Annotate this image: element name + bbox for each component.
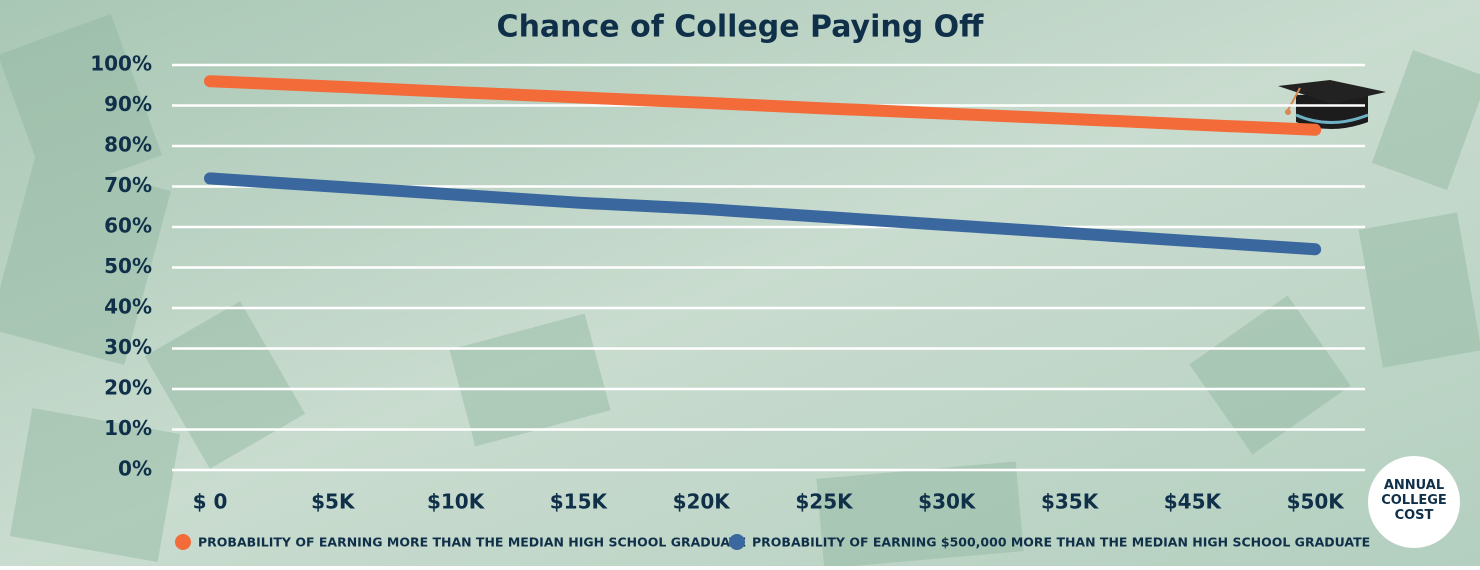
y-tick-label: 80% [104,133,152,157]
x-label-badge [1368,456,1460,548]
x-tick-label: $15K [550,490,609,514]
x-tick-label: $10K [427,490,486,514]
legend-swatch [175,534,191,550]
x-tick-label: $45K [1164,490,1223,514]
y-tick-label: 90% [104,92,152,116]
y-tick-label: 40% [104,295,152,319]
y-tick-label: 10% [104,416,152,440]
x-tick-label: $ 0 [193,490,228,514]
x-tick-label: $35K [1041,490,1100,514]
legend-swatch [729,534,745,550]
x-tick-label: $20K [673,490,732,514]
graduation-cap [1278,80,1386,129]
series-line [204,75,1322,136]
y-tick-label: 100% [90,52,152,76]
x-tick-label: $50K [1287,490,1346,514]
legend-label: PROBABILITY OF EARNING MORE THAN THE MED… [198,535,746,550]
plot: 0% 10% 20% 30% 40% 50% 60% 70% 80% 90% 100% $ 0 $5K $… [90,52,1370,550]
decoration [0,14,1480,569]
chart-title: Chance of College Paying Off [497,10,985,45]
series-line [204,172,1322,256]
y-tick-label: 50% [104,254,152,278]
y-tick-label: 70% [104,173,152,197]
x-axis-label-box: ANNUAL COLLEGE COST [1381,478,1447,523]
y-tick-label: 60% [104,214,152,238]
x-tick-label: $25K [795,490,854,514]
y-tick-label: 30% [104,335,152,359]
x-tick-label: $30K [918,490,977,514]
legend-label: PROBABILITY OF EARNING $500,000 MORE THA… [752,535,1370,550]
y-tick-label: 0% [118,457,152,481]
x-axis-label: ANNUAL COLLEGE COST [1381,478,1447,523]
x-tick-label: $5K [311,490,356,514]
y-tick-label: 20% [104,376,152,400]
